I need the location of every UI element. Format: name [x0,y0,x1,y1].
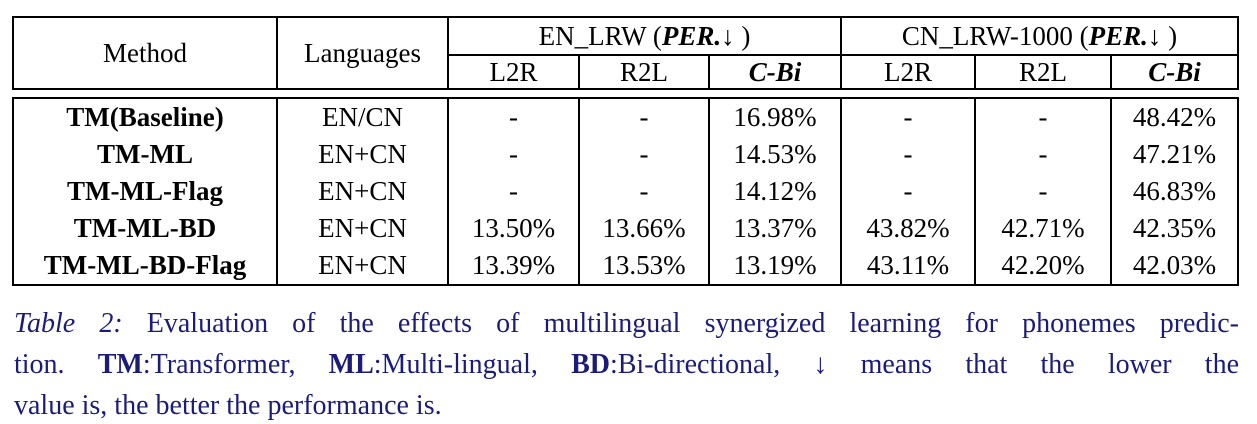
value-cell: 13.50% [449,210,580,247]
value-cell: 13.53% [580,247,710,284]
value-cell: - [580,173,710,210]
group-en-arrow: ↓ ) [721,20,751,51]
value-cell: 13.39% [449,247,580,284]
value-cell: - [842,173,976,210]
header-languages: Languages [278,18,449,88]
method-cell: TM-ML-BD-Flag [14,247,278,284]
subheader-en-cbi: C-Bi [710,56,842,88]
value-cell: - [976,173,1112,210]
group-cn-metric: PER. [1088,20,1148,51]
value-cell: EN+CN [278,210,449,247]
value-cell: - [580,136,710,173]
value-cell: EN+CN [278,136,449,173]
table-body: TM(Baseline) EN/CN - -16.98% - -48.42% TM-ML EN… [12,97,1239,286]
value-cell: EN+CN [278,247,449,284]
value-cell: 42.35% [1132,213,1217,243]
value-cell: 13.66% [580,210,710,247]
group-en-name: EN_LRW ( [538,20,662,51]
subheader-en-l2r: L2R [449,56,580,88]
value-cell: 14.12% [710,173,842,210]
value-cell: 42.20% [976,247,1112,284]
value-cell: 48.42% [1132,102,1217,132]
value-cell: 16.98% [710,99,842,136]
caption-abbr-bd: BD [571,349,610,380]
subheader-cn-cbi: C-Bi [1148,56,1201,87]
header-group-en-lrw: EN_LRW (PER. ↓ ) [449,18,842,56]
subheader-cn-l2r: L2R [842,56,976,88]
header-method: Method [14,18,278,88]
value-cell: EN+CN [278,173,449,210]
subheader-en-r2l: R2L [580,56,710,88]
group-cn-arrow: ↓ ) [1147,20,1178,51]
method-cell: TM-ML [14,136,278,173]
value-cell: 43.82% [842,210,976,247]
caption-abbr-ml: ML [328,349,374,380]
value-cell: 13.19% [710,247,842,284]
caption-text-1: Evaluation of the effects of multilingua… [122,308,1239,339]
value-cell: EN/CN [278,99,449,136]
caption-line-1: Table 2: Evaluation of the effects of mu… [14,303,1239,344]
table-caption: Table 2: Evaluation of the effects of mu… [14,303,1239,424]
value-cell: 46.83% [1132,176,1217,206]
value-cell: - [449,136,580,173]
caption-text-2d: :Bi-directional, ↓ means that the lower … [609,349,1240,380]
value-cell: 43.11% [842,247,976,284]
caption-text-2b: :Transformer, [142,349,329,380]
value-cell: 13.37% [710,210,842,247]
value-cell: 42.71% [976,210,1112,247]
group-cn-name: CN_LRW-1000 ( [901,20,1089,51]
method-cell: TM-ML-BD [14,210,278,247]
caption-line-3: value is, the better the performance is. [14,390,442,421]
caption-label: Table 2: [14,308,123,339]
method-cell: TM(Baseline) [14,99,278,136]
caption-text-2c: :Multi-lingual, [373,349,572,380]
value-cell: - [580,99,710,136]
value-cell: 42.03% [1132,250,1217,280]
caption-text-2a: tion. [14,349,98,380]
value-cell: - [976,99,1112,136]
value-cell: 14.53% [710,136,842,173]
table-header: Method Languages EN_LRW (PER. ↓ ) CN_LRW… [12,16,1239,90]
group-en-metric: PER. [661,20,722,51]
caption-line-2: tion. TM:Transformer, ML:Multi-lingual, … [14,344,1239,385]
caption-abbr-tm: TM [97,349,143,380]
value-cell: - [842,136,976,173]
value-cell: - [449,99,580,136]
subheader-cn-r2l: R2L [976,56,1112,88]
value-cell: 47.21% [1132,139,1217,169]
results-table: Method Languages EN_LRW (PER. ↓ ) CN_LRW… [12,16,1239,286]
header-group-cn-lrw-1000: CN_LRW-1000 (PER. ↓ ) [842,18,1237,56]
value-cell: - [842,99,976,136]
value-cell: - [449,173,580,210]
value-cell: - [976,136,1112,173]
method-cell: TM-ML-Flag [14,173,278,210]
